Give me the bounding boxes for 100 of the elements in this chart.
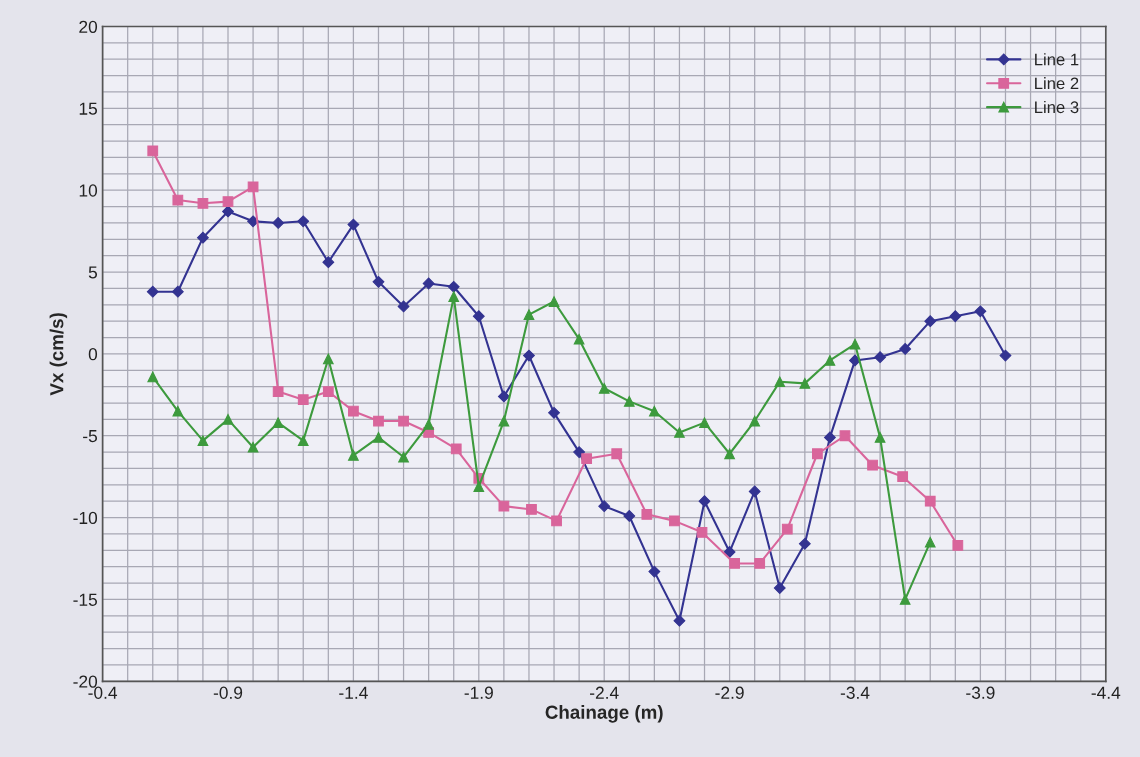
y-tick-label: -5	[83, 430, 98, 443]
y-axis-title: Vx (cm/s)	[49, 313, 68, 396]
point	[924, 315, 937, 328]
point	[322, 353, 334, 365]
point	[397, 300, 410, 313]
point	[222, 414, 234, 425]
x-tick-label: -3.9	[966, 686, 995, 699]
point	[448, 291, 460, 302]
x-tick-label: -3.4	[840, 686, 870, 699]
y-tick-label: 15	[79, 102, 98, 115]
y-tick-label: -20	[73, 675, 98, 688]
x-tick-label: -4.4	[1091, 686, 1121, 699]
point	[824, 355, 836, 366]
point	[272, 386, 284, 397]
point	[581, 453, 593, 465]
point	[197, 231, 209, 244]
point	[398, 451, 409, 463]
point	[897, 471, 909, 483]
point	[297, 394, 309, 406]
point	[641, 508, 653, 520]
point	[497, 390, 510, 403]
point	[348, 405, 359, 417]
point	[598, 382, 610, 394]
point	[523, 349, 535, 362]
point	[812, 448, 823, 460]
y-tick-label: 5	[88, 266, 98, 279]
point	[623, 395, 635, 407]
x-tick-label: -2.9	[715, 686, 744, 699]
point	[322, 256, 335, 269]
point	[648, 405, 660, 417]
point	[674, 427, 685, 438]
x-axis-title: Chainage (m)	[545, 705, 663, 723]
point	[372, 275, 385, 288]
point	[696, 526, 708, 538]
point	[611, 448, 623, 460]
x-tick-label: -0.4	[88, 686, 118, 699]
point	[874, 351, 886, 364]
point	[450, 443, 462, 455]
point	[172, 405, 184, 417]
point	[247, 441, 259, 453]
point	[774, 376, 786, 388]
point	[754, 558, 766, 569]
point	[147, 371, 159, 383]
point	[999, 349, 1012, 362]
point	[498, 500, 510, 512]
point	[924, 536, 936, 548]
point	[347, 218, 360, 231]
point	[297, 435, 309, 447]
point	[373, 415, 384, 427]
legend-label: Line 1	[1035, 53, 1079, 66]
point	[348, 450, 359, 461]
point	[548, 406, 560, 419]
point	[551, 515, 562, 527]
y-tick-label: 10	[79, 184, 98, 197]
y-tick-label: 0	[88, 348, 98, 361]
point	[272, 417, 284, 429]
point	[447, 280, 460, 293]
point	[729, 558, 740, 569]
point	[748, 485, 761, 498]
point	[673, 614, 686, 627]
point	[498, 415, 510, 427]
x-tick-label: -2.4	[590, 686, 619, 699]
point	[322, 386, 334, 397]
x-tick-label: -0.9	[213, 686, 243, 699]
point	[172, 194, 184, 206]
point	[839, 430, 851, 442]
point	[824, 431, 836, 444]
y-tick-label: -10	[73, 511, 98, 525]
point	[222, 196, 234, 208]
point	[669, 515, 680, 527]
legend-label: Line 2	[1035, 77, 1079, 90]
point	[798, 537, 811, 550]
point	[423, 418, 435, 430]
point	[197, 435, 209, 447]
point	[749, 415, 761, 427]
point	[974, 305, 987, 318]
y-tick-label: -15	[73, 593, 98, 606]
point	[573, 446, 586, 459]
point	[297, 215, 310, 228]
point	[373, 432, 384, 443]
point	[924, 495, 936, 507]
point	[523, 309, 535, 320]
point	[171, 285, 184, 298]
point	[648, 565, 661, 578]
point	[799, 377, 811, 389]
point	[398, 415, 409, 427]
point	[526, 504, 537, 515]
point	[146, 285, 159, 298]
point	[147, 145, 159, 157]
point	[598, 500, 611, 513]
point	[698, 495, 711, 508]
point	[699, 417, 710, 429]
point	[724, 448, 735, 460]
point	[867, 459, 878, 471]
point	[472, 310, 485, 323]
point	[623, 510, 636, 522]
x-tick-label: -1.9	[464, 686, 493, 699]
point	[781, 523, 793, 535]
point	[422, 277, 435, 290]
point	[548, 296, 560, 307]
